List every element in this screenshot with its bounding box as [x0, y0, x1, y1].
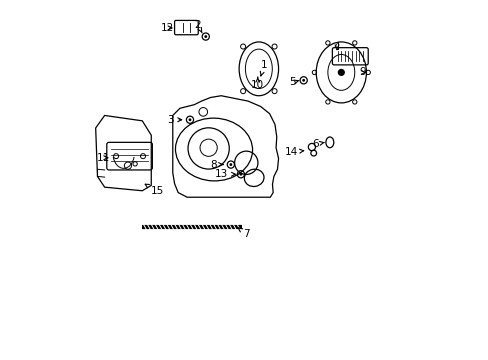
Circle shape: [188, 118, 191, 121]
Circle shape: [337, 69, 344, 76]
Circle shape: [239, 173, 242, 176]
Text: 6: 6: [311, 139, 324, 149]
Text: 14: 14: [284, 147, 303, 157]
Text: 2: 2: [194, 20, 202, 33]
Circle shape: [204, 35, 207, 38]
Text: 3: 3: [166, 115, 182, 125]
Text: 4: 4: [333, 42, 340, 51]
Text: 5: 5: [289, 77, 299, 87]
Text: 15: 15: [145, 184, 164, 197]
Text: 9: 9: [359, 67, 366, 77]
Text: 11: 11: [97, 153, 110, 163]
Text: 13: 13: [215, 169, 235, 179]
Text: 1: 1: [260, 60, 267, 76]
Circle shape: [302, 79, 305, 82]
Circle shape: [229, 163, 232, 166]
Text: 12: 12: [161, 23, 174, 33]
Text: 8: 8: [210, 159, 223, 170]
Text: 10: 10: [251, 77, 264, 90]
Text: 7: 7: [237, 228, 249, 239]
